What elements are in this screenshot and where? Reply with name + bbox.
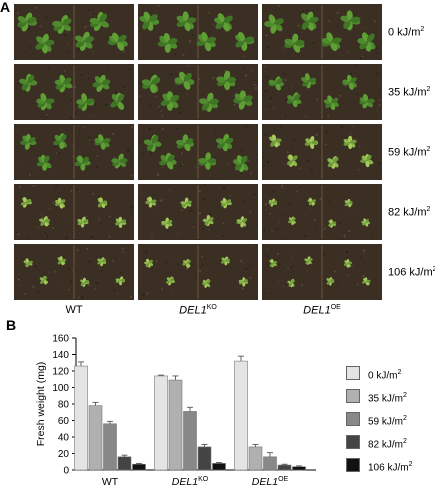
bar: [154, 375, 168, 471]
dose-label: 35 kJ/m2: [388, 86, 431, 99]
bar: [183, 411, 197, 471]
legend-label: 106 kJ/m2: [368, 461, 413, 474]
y-tick-label: 0: [63, 466, 69, 477]
bar: [103, 423, 117, 471]
bar: [74, 365, 88, 471]
x-tick-label: DEL1KO: [172, 476, 209, 488]
genotype-label: WT: [65, 304, 83, 316]
bar: [248, 446, 263, 471]
plant-photo-tile: [14, 64, 134, 120]
x-tick-label: WT: [102, 476, 119, 488]
y-tick-label: 80: [58, 400, 70, 411]
y-axis-label: Fresh weight (mg): [35, 362, 47, 447]
dose-label: 59 kJ/m2: [388, 146, 431, 159]
plant-photo-tile: [14, 184, 134, 240]
plant-photo-tile: [14, 4, 134, 60]
panel-a-letter: A: [0, 0, 11, 15]
legend-label: 0 kJ/m2: [368, 369, 402, 382]
y-tick-label: 140: [52, 350, 69, 361]
plant-photo-tile: [138, 64, 258, 120]
plant-photo-tile: [138, 124, 258, 180]
genotype-label: DEL1KO: [179, 304, 217, 317]
bar: [117, 456, 132, 471]
dose-label: 82 kJ/m2: [388, 206, 431, 219]
legend-swatch: [346, 412, 360, 426]
legend-label: 59 kJ/m2: [368, 415, 407, 428]
bar: [277, 464, 292, 471]
plant-photo-tile: [262, 184, 382, 240]
genotype-label: DEL1OE: [303, 304, 341, 317]
y-tick-label: 120: [52, 367, 69, 378]
bar: [132, 463, 146, 471]
bar: [212, 463, 226, 471]
y-tick-label: 40: [58, 433, 70, 444]
dose-label: 106 kJ/m2: [388, 266, 435, 279]
plant-photo-grid: [14, 4, 382, 302]
bar: [168, 379, 183, 471]
plant-photo-tile: [262, 124, 382, 180]
legend-swatch: [346, 389, 360, 403]
x-tick-label: DEL1OE: [252, 476, 289, 488]
legend-swatch: [346, 435, 360, 449]
plant-photo-tile: [14, 244, 134, 300]
plant-photo-tile: [138, 184, 258, 240]
y-tick-label: 60: [58, 416, 70, 427]
legend-swatch: [346, 458, 360, 472]
plant-photo-tile: [262, 64, 382, 120]
plant-photo-tile: [138, 244, 258, 300]
bar: [263, 456, 277, 471]
plant-photo-tile: [138, 4, 258, 60]
legend-label: 35 kJ/m2: [368, 392, 407, 405]
bar: [234, 360, 248, 471]
legend-label: 82 kJ/m2: [368, 438, 407, 451]
y-tick-label: 100: [52, 383, 69, 394]
plant-photo-tile: [14, 124, 134, 180]
legend-swatch: [346, 366, 360, 380]
bar: [88, 405, 103, 471]
panel-b-letter: B: [6, 317, 17, 333]
y-tick-label: 160: [52, 334, 69, 345]
y-tick-label: 20: [58, 449, 70, 460]
bar: [292, 466, 306, 471]
dose-label: 0 kJ/m2: [388, 26, 425, 39]
fresh-weight-chart: 0 20 40 60 80 100 120 140 160 Fresh weight (mg) WT…: [35, 334, 316, 488]
bar: [197, 446, 212, 471]
plant-photo-tile: [262, 244, 382, 300]
plant-photo-tile: [262, 4, 382, 60]
